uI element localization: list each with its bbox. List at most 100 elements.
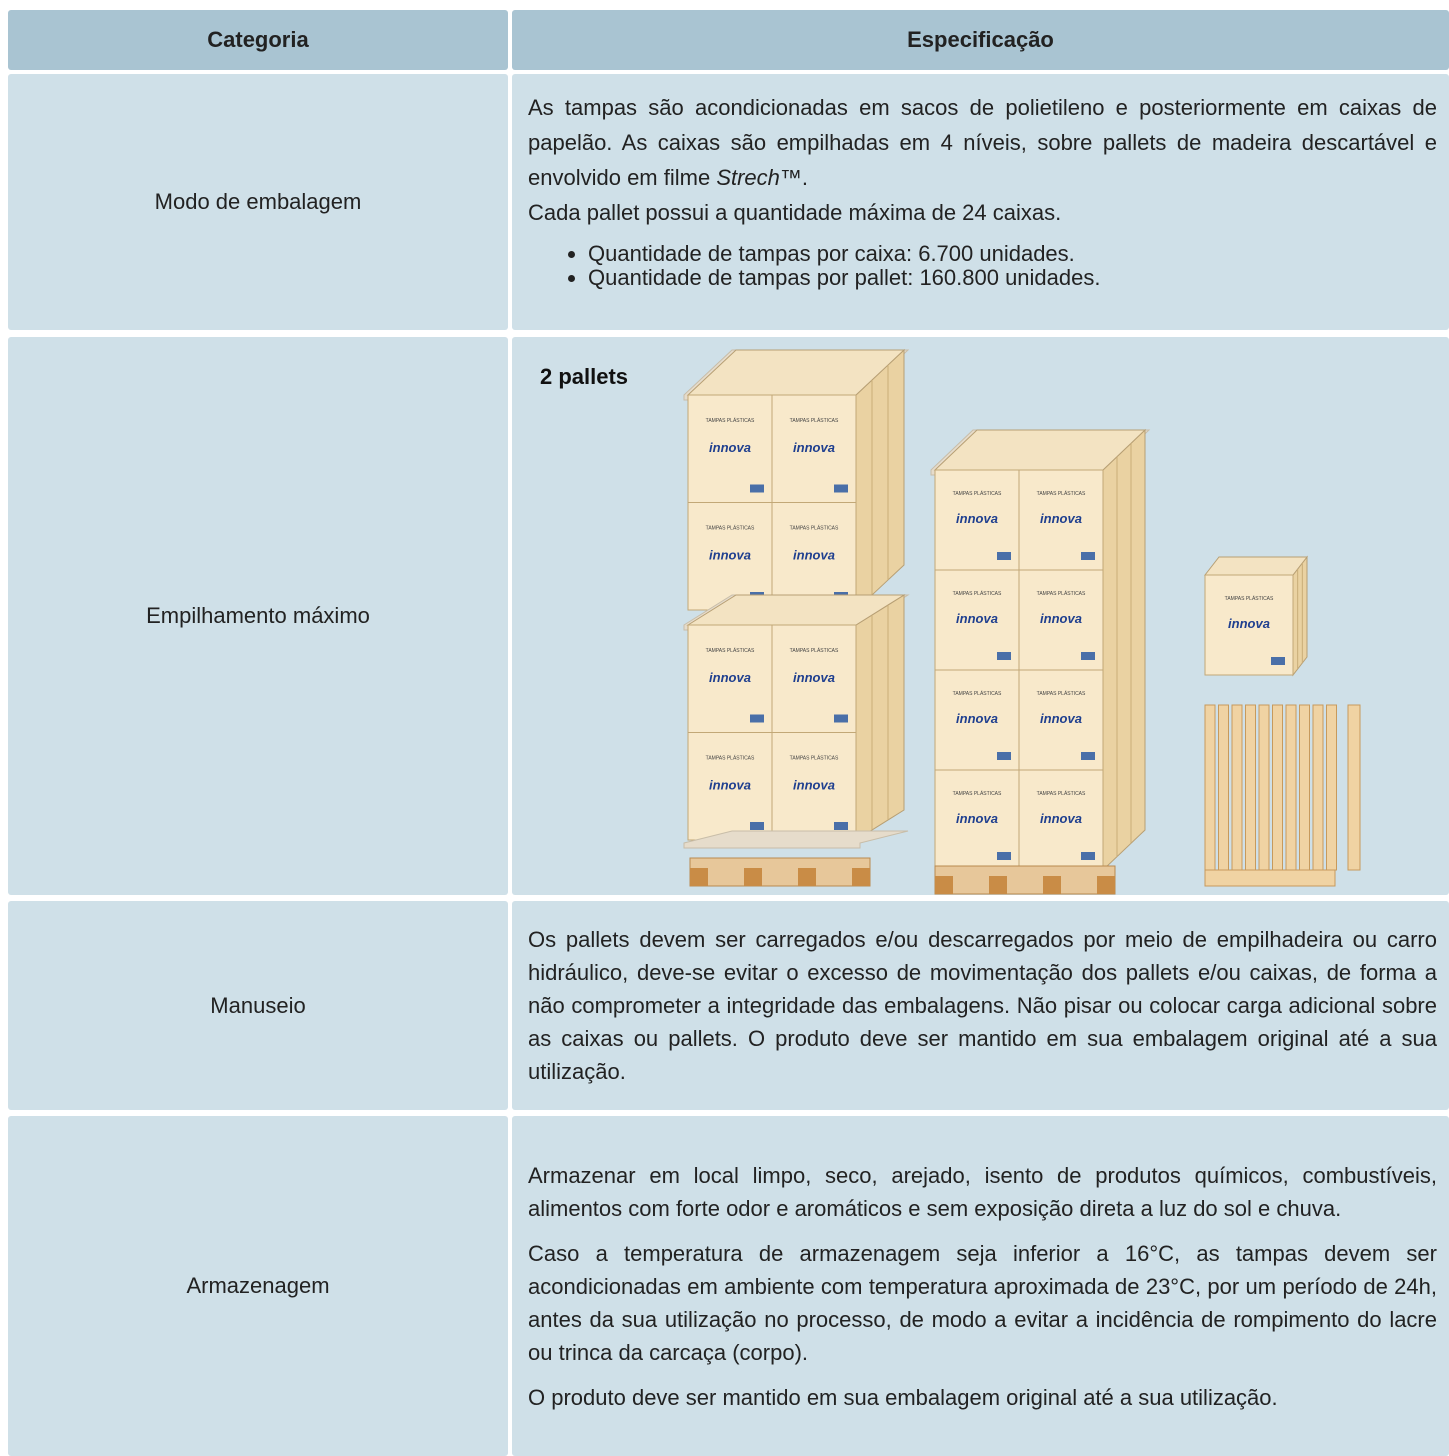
box-text: TAMPAS PLÁSTICAS [1037, 590, 1086, 597]
box-text: TAMPAS PLÁSTICAS [1037, 490, 1086, 497]
label: 2 pallets [540, 364, 628, 389]
brand: innova [1040, 611, 1082, 626]
brand: innova [956, 711, 998, 726]
box-side [855, 594, 905, 841]
box-text: TAMPAS PLÁSTICAS [790, 647, 839, 654]
pallet-block [690, 868, 708, 886]
brand: innova [709, 547, 751, 562]
paragraph: Caso a temperatura de armazenagem seja i… [528, 1240, 1437, 1365]
box-text: TAMPAS PLÁSTICAS [706, 524, 755, 531]
header-spec: Especificação [512, 10, 1449, 70]
pallet-block [1043, 876, 1061, 894]
pallet-slat [1204, 704, 1216, 871]
box-mark [1081, 652, 1095, 660]
box-text: TAMPAS PLÁSTICAS [706, 754, 755, 761]
text: As tampas são acondicionadas em sacos de… [528, 95, 1437, 190]
box-mark [1081, 852, 1095, 860]
box-mark [1081, 752, 1095, 760]
box-side [1102, 428, 1146, 872]
box-text: TAMPAS PLÁSTICAS [790, 417, 839, 424]
pallet-block [989, 876, 1007, 894]
text: Strech [716, 165, 780, 190]
bullet-list: Quantidade de tampas por caixa: 6.700 un… [528, 242, 1437, 290]
text: ™. [779, 165, 809, 190]
brand: innova [956, 611, 998, 626]
bullet: Quantidade de tampas por pallet: 160.800… [588, 266, 1437, 290]
brand: innova [793, 547, 835, 562]
pallet-base [934, 865, 1116, 895]
box-side [855, 348, 905, 612]
pallet-slat [1231, 704, 1243, 871]
pallet-base [1204, 869, 1336, 887]
sheet [683, 830, 909, 849]
pallet-block [798, 868, 816, 886]
paragraph: Armazenar em local limpo, seco, arejado,… [528, 1162, 1437, 1221]
pallet-slat [1245, 704, 1256, 871]
pallet-slat [1285, 704, 1297, 871]
pallet-rail [1347, 704, 1361, 871]
paragraph: Cada pallet possui a quantidade máxima d… [528, 200, 1062, 225]
box-mark [997, 552, 1011, 560]
spec-cell: As tampas são acondicionadas em sacos de… [512, 74, 1449, 330]
paragraph: O produto deve ser mantido em sua embala… [528, 1384, 1278, 1410]
pallet-block [852, 868, 870, 886]
box-mark [1081, 552, 1095, 560]
box-text: TAMPAS PLÁSTICAS [953, 590, 1002, 597]
brand: innova [1040, 811, 1082, 826]
box-mark [750, 484, 764, 493]
spec-cell: Armazenar em local limpo, seco, arejado,… [512, 1116, 1449, 1456]
brand: innova [1228, 616, 1270, 631]
box-mark [1271, 657, 1285, 665]
brand: innova [709, 670, 751, 685]
brand: innova [709, 777, 751, 792]
pallet-slat [1218, 704, 1229, 871]
header-category: Categoria [8, 10, 508, 70]
brand: innova [793, 777, 835, 792]
pallet-slat [1258, 704, 1270, 871]
pallet-slat [1326, 704, 1337, 871]
box-mark [750, 714, 764, 723]
box-mark [834, 822, 848, 830]
brand: innova [1040, 711, 1082, 726]
pallet-slat [1272, 704, 1283, 871]
spec-cell: Os pallets devem ser carregados e/ou des… [512, 901, 1449, 1110]
category: Empilhamento máximo [8, 337, 508, 895]
box-side [1292, 555, 1308, 677]
box-text: TAMPAS PLÁSTICAS [953, 490, 1002, 497]
category: Modo de embalagem [8, 74, 508, 330]
box-text: TAMPAS PLÁSTICAS [1225, 595, 1274, 602]
box-mark [997, 652, 1011, 660]
paragraph: As tampas são acondicionadas em sacos de… [528, 90, 1437, 195]
box-mark [834, 484, 848, 493]
box-mark [750, 822, 764, 830]
brand: innova [1040, 511, 1082, 526]
box-top [1203, 556, 1309, 576]
brand: innova [709, 440, 751, 455]
brand: innova [793, 670, 835, 685]
pallet-slat [1312, 704, 1324, 871]
box-mark [997, 852, 1011, 860]
category: Armazenagem [8, 1116, 508, 1456]
paragraph: Os pallets devem ser carregados e/ou des… [528, 927, 1437, 1084]
box-mark [834, 714, 848, 723]
box-text: TAMPAS PLÁSTICAS [706, 647, 755, 654]
box-text: TAMPAS PLÁSTICAS [1037, 690, 1086, 697]
box-text: TAMPAS PLÁSTICAS [1037, 790, 1086, 797]
pallet-block [744, 868, 762, 886]
bullet: Quantidade de tampas por caixa: 6.700 un… [588, 242, 1437, 266]
box-text: TAMPAS PLÁSTICAS [953, 790, 1002, 797]
box-text: TAMPAS PLÁSTICAS [953, 690, 1002, 697]
pallet-slat [1299, 704, 1310, 871]
brand: innova [956, 511, 998, 526]
pallet-block [1097, 876, 1115, 894]
box-text: TAMPAS PLÁSTICAS [790, 524, 839, 531]
box-mark [997, 752, 1011, 760]
brand: innova [793, 440, 835, 455]
category: Manuseio [8, 901, 508, 1110]
box-text: TAMPAS PLÁSTICAS [790, 754, 839, 761]
box-text: TAMPAS PLÁSTICAS [706, 417, 755, 424]
pallet-base [689, 857, 871, 887]
pallet-block [935, 876, 953, 894]
